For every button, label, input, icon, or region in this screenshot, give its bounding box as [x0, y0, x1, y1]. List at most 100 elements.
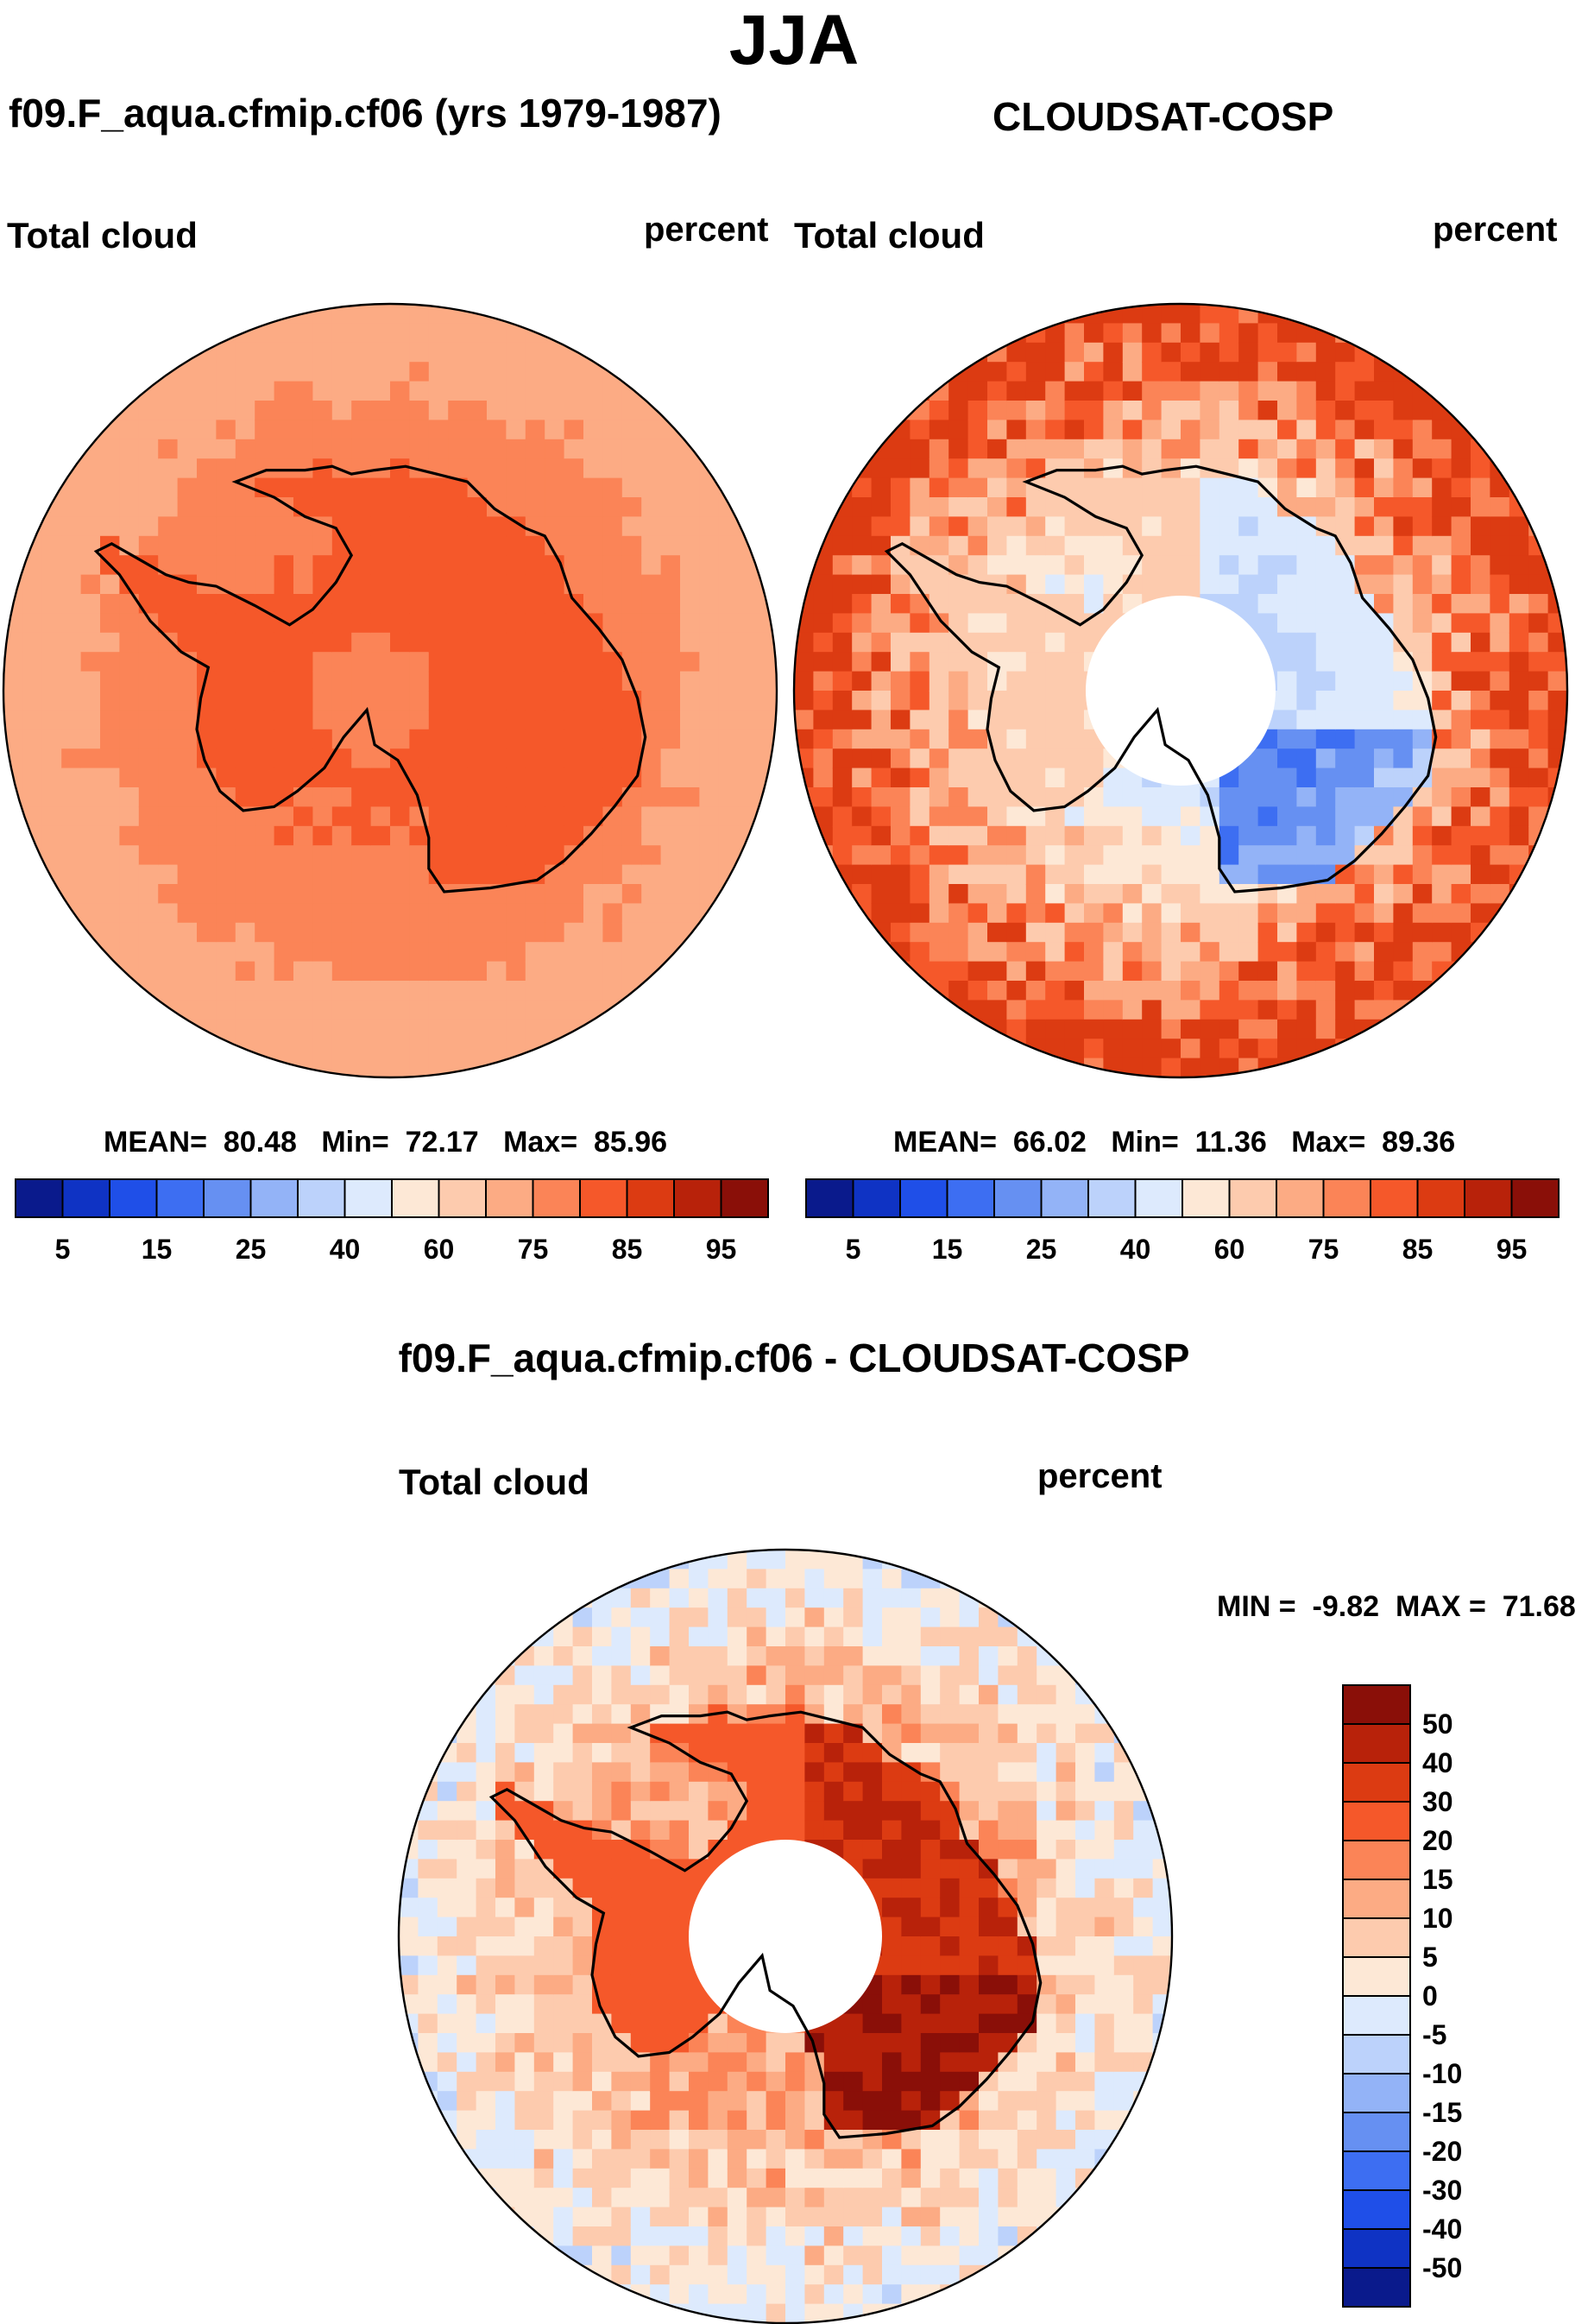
- case-map-cell: [390, 903, 411, 924]
- obs-map-cell: [832, 632, 853, 653]
- obs-map-cell: [1432, 845, 1453, 866]
- case-map-cell: [699, 594, 720, 615]
- case-map-cell: [177, 535, 198, 556]
- obs-map-cell: [1161, 942, 1182, 963]
- diff-map-cell: [1056, 1801, 1076, 1822]
- case-map-cell: [467, 458, 488, 479]
- obs-map-cell: [1103, 961, 1124, 982]
- case-map-cell: [61, 574, 82, 595]
- case-map-cell: [583, 671, 604, 692]
- case-map-cell: [331, 497, 352, 518]
- case-map-cell: [428, 613, 449, 634]
- obs-map-cell: [967, 594, 988, 615]
- diff-map-cell: [476, 1898, 496, 1918]
- obs-map-missing-pole: [1086, 596, 1276, 786]
- diff-map-cell: [785, 1762, 806, 1783]
- obs-map-cell: [1257, 439, 1278, 459]
- diff-map-cell: [823, 2207, 844, 2227]
- case-map-cell: [216, 1019, 236, 1039]
- diff-map-cell: [514, 1684, 535, 1705]
- diff-variable-label: Total cloud: [399, 1462, 589, 1502]
- diff-map-cell: [611, 1704, 632, 1725]
- case-map-cell: [216, 981, 236, 1001]
- case-map-cell: [428, 1039, 449, 1059]
- diff-map-cell: [1017, 2245, 1037, 2266]
- obs-map-cell: [1219, 806, 1239, 827]
- case-map-cell: [602, 401, 623, 421]
- case-map-cell: [22, 691, 43, 711]
- case-map-cell: [351, 420, 372, 440]
- case-colorbar-box: [61, 1178, 110, 1218]
- case-map-cell: [370, 477, 391, 498]
- diff-map-cell: [785, 2303, 806, 2323]
- case-map-cell: [177, 961, 198, 982]
- obs-map-cell: [1354, 632, 1375, 653]
- case-map-cell: [351, 729, 372, 749]
- case-map-cell: [293, 323, 314, 344]
- case-map-cell: [409, 767, 430, 788]
- obs-min-value: 11.36: [1194, 1126, 1267, 1159]
- obs-map-cell: [1006, 981, 1027, 1001]
- obs-map-cell: [1200, 477, 1220, 498]
- obs-map-cell: [1084, 342, 1105, 363]
- case-map-cell: [680, 825, 701, 846]
- diff-map-cell: [650, 2245, 671, 2266]
- diff-map-cell: [1133, 1840, 1154, 1860]
- obs-map-cell: [1025, 981, 1046, 1001]
- obs-map-cell: [1471, 535, 1491, 556]
- case-map-cell: [448, 1039, 469, 1059]
- case-map-cell: [602, 342, 623, 363]
- obs-map-cell: [1315, 903, 1336, 924]
- diff-map-cell: [959, 2245, 980, 2266]
- obs-map-cell: [1142, 922, 1163, 943]
- diff-map-cell: [766, 2168, 786, 2188]
- case-map-cell: [467, 710, 488, 730]
- case-map-cell: [621, 825, 642, 846]
- case-map-cell: [506, 613, 526, 634]
- obs-map-cell: [948, 748, 969, 769]
- case-map-cell: [216, 864, 236, 885]
- case-map-cell: [370, 825, 391, 846]
- diff-map-cell: [418, 1781, 438, 1802]
- diff-map-cell: [457, 1723, 477, 1744]
- case-map-cell: [312, 381, 333, 401]
- case-map-cell: [331, 439, 352, 459]
- case-map-cell: [274, 884, 294, 905]
- case-map-cell: [564, 729, 584, 749]
- diff-map-cell: [1152, 1994, 1172, 2015]
- case-map-cell: [235, 1058, 255, 1077]
- diff-map-cell: [495, 2130, 516, 2150]
- diff-map-cell: [514, 2110, 535, 2131]
- diff-map-cell: [901, 1684, 922, 1705]
- diff-map-cell: [1094, 2110, 1115, 2131]
- diff-map-cell: [708, 2052, 728, 2073]
- case-map-cell: [583, 632, 604, 653]
- diff-map-cell: [901, 2188, 922, 2208]
- diff-map-cell: [901, 1781, 922, 1802]
- case-map-cell: [564, 477, 584, 498]
- case-map-cell: [506, 574, 526, 595]
- case-map-cell: [293, 691, 314, 711]
- obs-map-cell: [1045, 864, 1066, 885]
- case-map-cell: [61, 845, 82, 866]
- obs-map-cell: [1315, 497, 1336, 518]
- case-map-cell: [119, 710, 140, 730]
- diff-map-cell: [785, 1569, 806, 1589]
- diff-map-cell: [1094, 1723, 1115, 1744]
- diff-map-cell: [650, 1684, 671, 1705]
- obs-map-cell: [1181, 555, 1201, 576]
- obs-map-cell: [1064, 497, 1085, 518]
- obs-map-cell: [1200, 884, 1220, 905]
- obs-map-cell: [1025, 497, 1046, 518]
- obs-map-cell: [1296, 691, 1317, 711]
- case-map-cell: [564, 903, 584, 924]
- obs-map-cell: [852, 535, 873, 556]
- obs-map-cell: [967, 1000, 988, 1020]
- obs-map-cell: [987, 981, 1008, 1001]
- obs-map-cell: [1296, 458, 1317, 479]
- obs-map-cell: [948, 613, 969, 634]
- obs-map-cell: [1025, 439, 1046, 459]
- diff-map-cell: [592, 1626, 613, 1647]
- obs-map-cell: [1257, 845, 1278, 866]
- case-map-cell: [331, 420, 352, 440]
